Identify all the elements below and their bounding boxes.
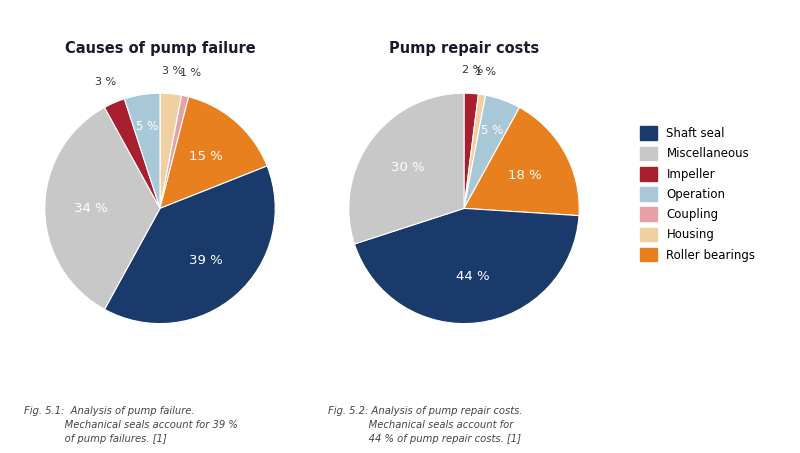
Wedge shape bbox=[105, 166, 275, 323]
Title: Causes of pump failure: Causes of pump failure bbox=[65, 41, 255, 56]
Text: 3 %: 3 % bbox=[94, 77, 116, 87]
Text: 15 %: 15 % bbox=[189, 150, 222, 163]
Text: Fig. 5.2: Analysis of pump repair costs.
             Mechanical seals account f: Fig. 5.2: Analysis of pump repair costs.… bbox=[328, 406, 522, 444]
Legend: Shaft seal, Miscellaneous, Impeller, Operation, Coupling, Housing, Roller bearin: Shaft seal, Miscellaneous, Impeller, Ope… bbox=[637, 123, 759, 265]
Wedge shape bbox=[105, 99, 160, 208]
Text: 5 %: 5 % bbox=[481, 124, 503, 137]
Wedge shape bbox=[160, 95, 189, 208]
Title: Pump repair costs: Pump repair costs bbox=[389, 41, 539, 56]
Text: 18 %: 18 % bbox=[508, 169, 542, 182]
Text: 1 %: 1 % bbox=[475, 67, 496, 77]
Text: 30 %: 30 % bbox=[391, 161, 425, 174]
Wedge shape bbox=[464, 93, 478, 208]
Text: 44 %: 44 % bbox=[456, 270, 490, 284]
Text: Fig. 5.1:  Analysis of pump failure.
             Mechanical seals account for 3: Fig. 5.1: Analysis of pump failure. Mech… bbox=[24, 406, 238, 444]
Text: 1 %: 1 % bbox=[179, 68, 201, 78]
Wedge shape bbox=[160, 97, 267, 208]
Wedge shape bbox=[125, 93, 160, 208]
Text: 34 %: 34 % bbox=[74, 202, 108, 215]
Wedge shape bbox=[464, 94, 486, 208]
Wedge shape bbox=[464, 95, 519, 208]
Text: 39 %: 39 % bbox=[189, 254, 222, 267]
Wedge shape bbox=[354, 208, 579, 323]
Wedge shape bbox=[45, 107, 160, 309]
Text: 2 %: 2 % bbox=[462, 65, 483, 75]
Wedge shape bbox=[349, 93, 464, 244]
Text: 3 %: 3 % bbox=[162, 66, 183, 76]
Wedge shape bbox=[160, 93, 182, 208]
Text: 5 %: 5 % bbox=[136, 120, 158, 133]
Wedge shape bbox=[464, 107, 579, 216]
